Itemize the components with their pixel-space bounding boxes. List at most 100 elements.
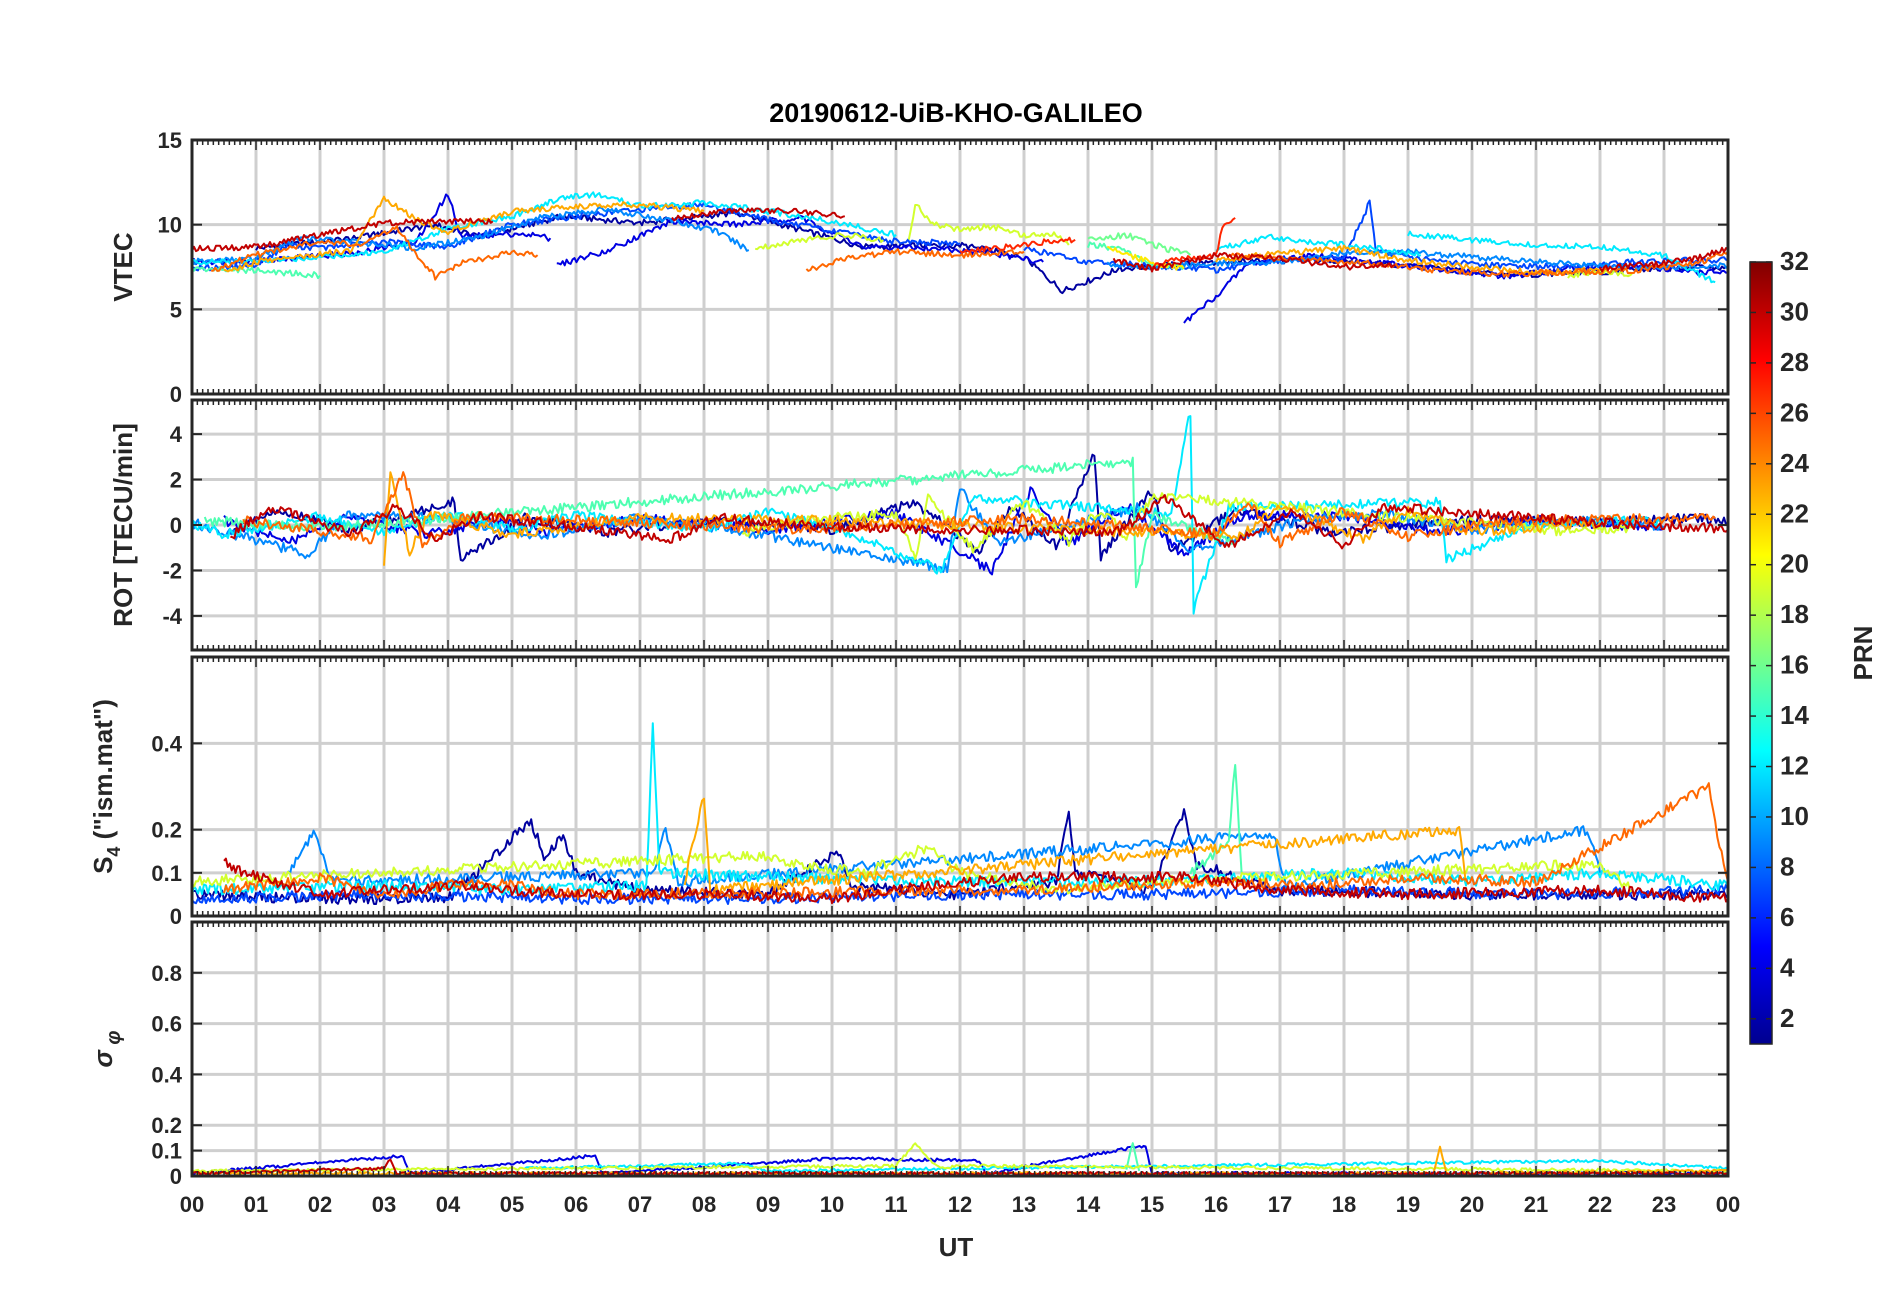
series-prn-9: [192, 206, 750, 265]
y-tick-label: 0.8: [151, 961, 182, 986]
series-prn-23: [223, 195, 705, 273]
minor-ticks-rot: [191, 400, 1729, 650]
series-prn-25: [1228, 251, 1728, 278]
x-tick-label: 20: [1460, 1192, 1484, 1217]
y-tick-label: 0.1: [151, 861, 182, 886]
series-prn-30: [671, 207, 846, 222]
minor-ticks-vtec: [191, 140, 1729, 394]
y-tick-label: 0.2: [151, 818, 182, 843]
x-tick-label: 09: [756, 1192, 780, 1217]
x-tick-label: 18: [1332, 1192, 1356, 1217]
x-tick-label: 03: [372, 1192, 396, 1217]
x-tick-label: 17: [1268, 1192, 1292, 1217]
series-prn-19: [741, 492, 1633, 560]
y-ticks-s4: 0 0.1 0.2 0.4: [151, 731, 1728, 929]
x-tick-label: 05: [500, 1192, 524, 1217]
panel-sigma_phi: 00.10.2 0.4 0.6 0.8 σ φ: [88, 920, 1730, 1189]
series-prn-27: [959, 236, 1076, 254]
series-prn-12: [192, 191, 897, 266]
series-prn-30: [230, 494, 1728, 550]
colorbar-tick-label: 12: [1780, 751, 1809, 781]
series-prn-7: [192, 201, 961, 272]
colorbar-tick-label: 22: [1780, 498, 1809, 528]
y-tick-label: 0.4: [151, 1062, 182, 1087]
x-tick-label: 15: [1140, 1192, 1164, 1217]
y-tick-label: 0: [170, 1164, 182, 1189]
colorbar-tick-label: 24: [1780, 448, 1809, 478]
y-tick-label: 15: [158, 128, 182, 153]
colorbar-tick-label: 28: [1780, 347, 1809, 377]
minor-ticks-s4: [191, 657, 1729, 916]
series-prn-25: [805, 248, 1025, 272]
y-tick-label: 4: [170, 422, 183, 447]
series-prn-15: [203, 456, 1236, 589]
panel-vtec: 0 5 10 15 VTEC: [108, 128, 1730, 407]
series-prn-15: [1125, 1142, 1141, 1172]
x-tick-label: 23: [1652, 1192, 1676, 1217]
y-tick-label: 0: [170, 382, 182, 407]
colorbar-tick-label: 4: [1780, 952, 1795, 982]
series-prn-30: [192, 217, 494, 253]
x-tick-label: 12: [948, 1192, 972, 1217]
colorbar-tick-label: 6: [1780, 902, 1794, 932]
series-group-rot: [192, 415, 1728, 615]
y-tick-label: 5: [170, 297, 182, 322]
y-tick-label: 0.4: [151, 731, 182, 756]
y-tick-label: -2: [162, 558, 182, 583]
y-ticks-sigma_phi: 00.10.2 0.4 0.6 0.8: [151, 961, 1728, 1189]
y-axis-label-sigma_phi: σ φ: [88, 1031, 125, 1068]
colorbar-tick-label: 26: [1780, 397, 1809, 427]
series-group-vtec: [192, 191, 1728, 324]
colorbar-tick-label: 16: [1780, 650, 1809, 680]
x-tick-label: 13: [1012, 1192, 1036, 1217]
series-prn-25: [211, 225, 539, 281]
series-prn-25: [242, 471, 1716, 549]
series-prn-7: [192, 883, 1728, 906]
series-prn-23: [1215, 244, 1601, 276]
colorbar-tick-label: 20: [1780, 549, 1809, 579]
y-tick-label: 0: [170, 513, 182, 538]
series-prn-30: [1112, 252, 1396, 273]
y-ticks-vtec: 0 5 10 15: [158, 128, 1728, 407]
x-tick-label: 01: [244, 1192, 268, 1217]
y-tick-label: 0: [170, 904, 182, 929]
series-prn-19: [192, 844, 1633, 895]
series-prn-19: [1567, 268, 1633, 279]
x-tick-label: 06: [564, 1192, 588, 1217]
x-tick-label: 16: [1204, 1192, 1228, 1217]
x-axis-label: UT: [939, 1232, 974, 1262]
y-ticks-rot: -4 -2 0 2 4: [162, 422, 1728, 629]
colorbar-tick-label: 14: [1780, 700, 1809, 730]
colorbar-label: PRN: [1848, 626, 1878, 681]
series-prn-19: [755, 232, 884, 251]
x-tick-label: 07: [628, 1192, 652, 1217]
panel-s4: 0 0.1 0.2 0.4 S4 ("ism.mat"): [88, 655, 1730, 929]
x-tick-label: 04: [436, 1192, 461, 1217]
series-prn-16: [1087, 232, 1192, 256]
colorbar-tick-label: 30: [1780, 296, 1809, 326]
colorbar-tick-label: 18: [1780, 599, 1809, 629]
chart-title: 20190612-UiB-KHO-GALILEO: [769, 98, 1143, 128]
series-prn-30: [1599, 246, 1728, 273]
x-tick-label: 19: [1396, 1192, 1420, 1217]
minor-ticks-sigma_phi: [191, 922, 1729, 1176]
x-tick-label: 21: [1524, 1192, 1548, 1217]
y-axis-label-s4: S4 ("ism.mat"): [88, 699, 124, 874]
x-tick-label: 00: [180, 1192, 204, 1217]
x-tick-label: 02: [308, 1192, 332, 1217]
series-prn-30: [223, 857, 1728, 905]
y-tick-label: 2: [170, 468, 182, 493]
y-tick-label: 0.1: [151, 1139, 182, 1164]
colorbar-gradient: [1749, 261, 1773, 1045]
series-prn-12: [1407, 230, 1716, 284]
series-prn-4: [223, 486, 1665, 576]
x-tick-label: 08: [692, 1192, 716, 1217]
panel-rot: -4 -2 0 2 4 ROT [TECU/min]: [108, 398, 1730, 652]
x-tick-labels: 00 01 02 03 04 05 06 07 08 09 10 11 12 13 14 15 16 17 18 19…: [180, 1192, 1740, 1217]
series-prn-27: [1151, 217, 1236, 269]
x-tick-label: 10: [820, 1192, 844, 1217]
